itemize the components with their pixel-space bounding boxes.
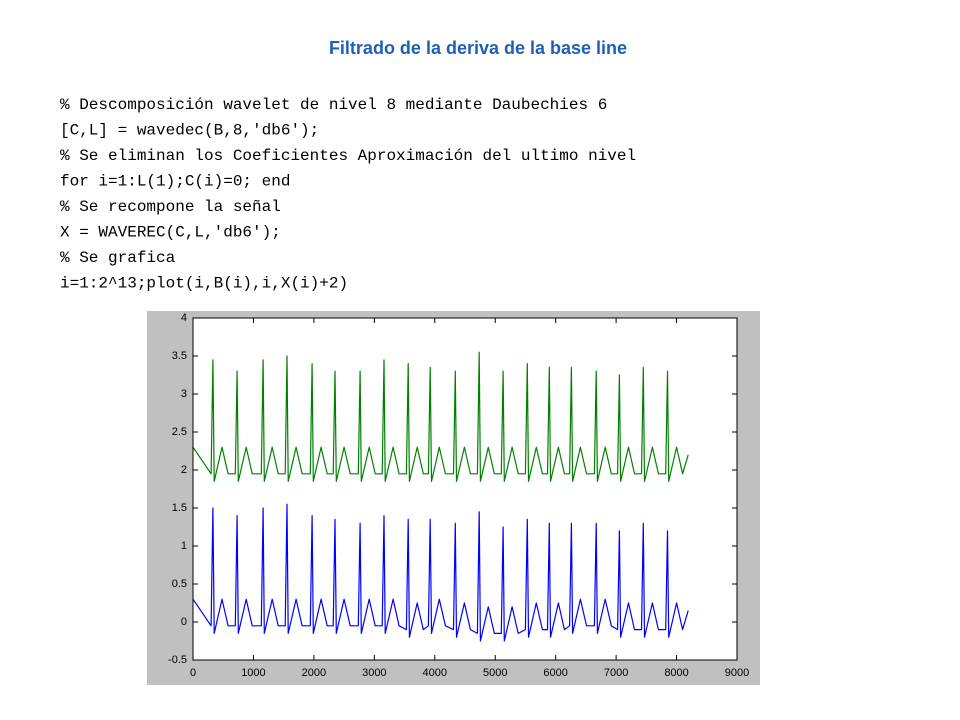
y-tick-label: 0 — [181, 616, 187, 628]
axes-box — [192, 317, 738, 661]
code-line: for i=1:L(1);C(i)=0; end — [60, 173, 290, 191]
y-tick-label: 2 — [181, 464, 187, 476]
code-line: [C,L] = wavedec(B,8,'db6'); — [60, 122, 319, 140]
x-tick-label: 6000 — [543, 667, 567, 679]
y-tick-label: -0.5 — [168, 654, 187, 666]
x-tick-label: 7000 — [604, 667, 628, 679]
code-line: % Se recompone la señal — [60, 198, 281, 216]
signal-line — [192, 503, 689, 642]
code-line: X = WAVEREC(C,L,'db6'); — [60, 224, 281, 242]
code-block: % Descomposición wavelet de nivel 8 medi… — [60, 96, 636, 293]
y-tick-label: 3.5 — [172, 350, 187, 362]
code-line: % Descomposición wavelet de nivel 8 medi… — [60, 96, 607, 114]
code-line: % Se grafica — [60, 249, 176, 267]
x-tick-label: 1000 — [241, 667, 265, 679]
y-tick-label: 4 — [181, 312, 187, 324]
signal-line — [192, 351, 689, 482]
x-tick-label: 4000 — [423, 667, 447, 679]
slide-title: Filtrado de la deriva de la base line — [329, 38, 627, 58]
y-tick-label: 1.5 — [172, 502, 187, 514]
code-line: i=1:2^13;plot(i,B(i),i,X(i)+2) — [60, 275, 348, 293]
code-line: % Se eliminan los Coeficientes Aproximac… — [60, 147, 636, 165]
x-tick-label: 3000 — [362, 667, 386, 679]
x-tick-label: 8000 — [664, 667, 688, 679]
x-tick-label: 5000 — [483, 667, 507, 679]
y-tick-label: 2.5 — [172, 426, 187, 438]
y-tick-label: 1 — [181, 540, 187, 552]
x-tick-label: 0 — [190, 667, 196, 679]
y-tick-label: 0.5 — [172, 578, 187, 590]
y-tick-label: 3 — [181, 388, 187, 400]
x-tick-label: 9000 — [725, 667, 749, 679]
chart: -0.500.511.522.533.540 1000 2000 3000 4000 50… — [168, 312, 749, 679]
x-tick-label: 2000 — [302, 667, 326, 679]
